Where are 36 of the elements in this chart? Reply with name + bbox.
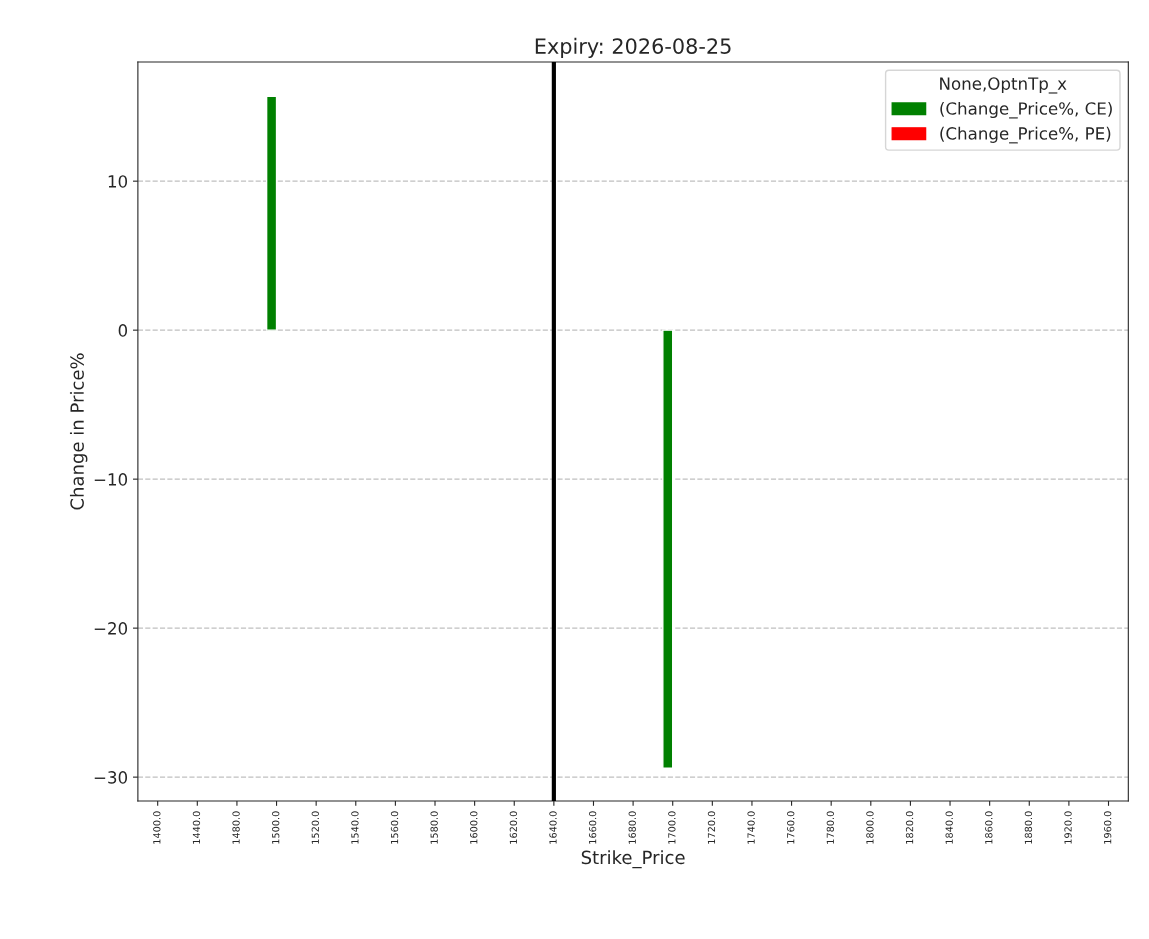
x-tick-label: 1580.0 — [430, 811, 438, 844]
x-tick-label: 1960.0 — [1103, 811, 1112, 844]
x-tick-label: 1720.0 — [707, 811, 716, 844]
x-tick-label: 1740.0 — [747, 811, 755, 844]
x-axis-title: Strike_Price — [581, 850, 685, 869]
x-tick-label: 1540.0 — [351, 811, 359, 844]
legend-label: (Change_Price%, PE) — [940, 126, 1111, 144]
x-tick-label: 1780.0 — [826, 811, 835, 844]
y-tick-label: −10 — [94, 473, 128, 486]
x-tick-label: 1860.0 — [985, 811, 993, 844]
x-tick-label: 1600.0 — [470, 811, 478, 844]
y-tick-label: 10 — [108, 175, 128, 188]
x-tick-label: 1440.0 — [192, 811, 201, 844]
y-tick-label: −20 — [94, 622, 128, 635]
x-tick-label: 1700.0 — [668, 811, 676, 844]
legend-title: None,OptnTp_x — [940, 77, 1067, 94]
x-tick-label: 1840.0 — [945, 811, 953, 844]
x-tick-label: 1480.0 — [232, 811, 240, 844]
y-axis-title: Change in Price% — [69, 353, 88, 510]
chart-title: Expiry: 2026-08-25 — [535, 37, 731, 58]
x-tick-label: 1760.0 — [787, 811, 795, 844]
x-tick-label: 1680.0 — [628, 811, 636, 844]
x-tick-label: 1920.0 — [1064, 811, 1072, 844]
x-tick-label: 1640.0 — [549, 811, 557, 844]
x-tick-label: 1880.0 — [1024, 811, 1033, 844]
x-tick-label: 1560.0 — [390, 811, 399, 844]
x-tick-label: 1400.0 — [153, 811, 161, 844]
x-tick-label: 1820.0 — [905, 811, 914, 844]
x-tick-label: 1500.0 — [272, 811, 280, 844]
x-tick-label: 1660.0 — [588, 811, 597, 844]
y-tick-label: −30 — [94, 771, 128, 784]
legend-label: (Change_Price%, CE) — [940, 101, 1112, 119]
x-tick-label: 1620.0 — [509, 811, 518, 844]
x-tick-label: 1800.0 — [866, 811, 874, 844]
y-tick-label: 0 — [118, 324, 128, 337]
x-tick-label: 1520.0 — [311, 811, 319, 844]
